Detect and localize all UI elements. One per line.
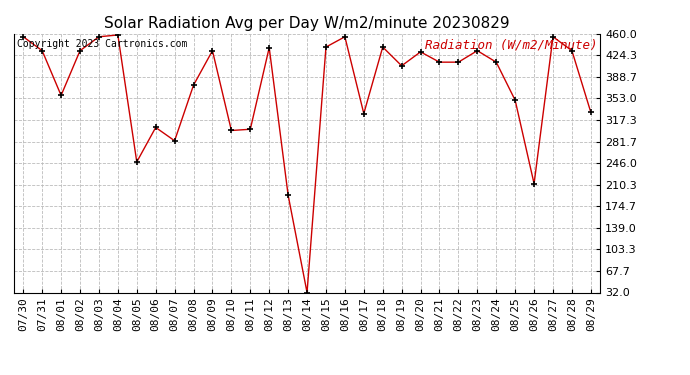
Title: Solar Radiation Avg per Day W/m2/minute 20230829: Solar Radiation Avg per Day W/m2/minute … bbox=[104, 16, 510, 31]
Text: Copyright 2023 Cartronics.com: Copyright 2023 Cartronics.com bbox=[17, 39, 187, 49]
Text: Radiation (W/m2/Minute): Radiation (W/m2/Minute) bbox=[425, 39, 598, 52]
